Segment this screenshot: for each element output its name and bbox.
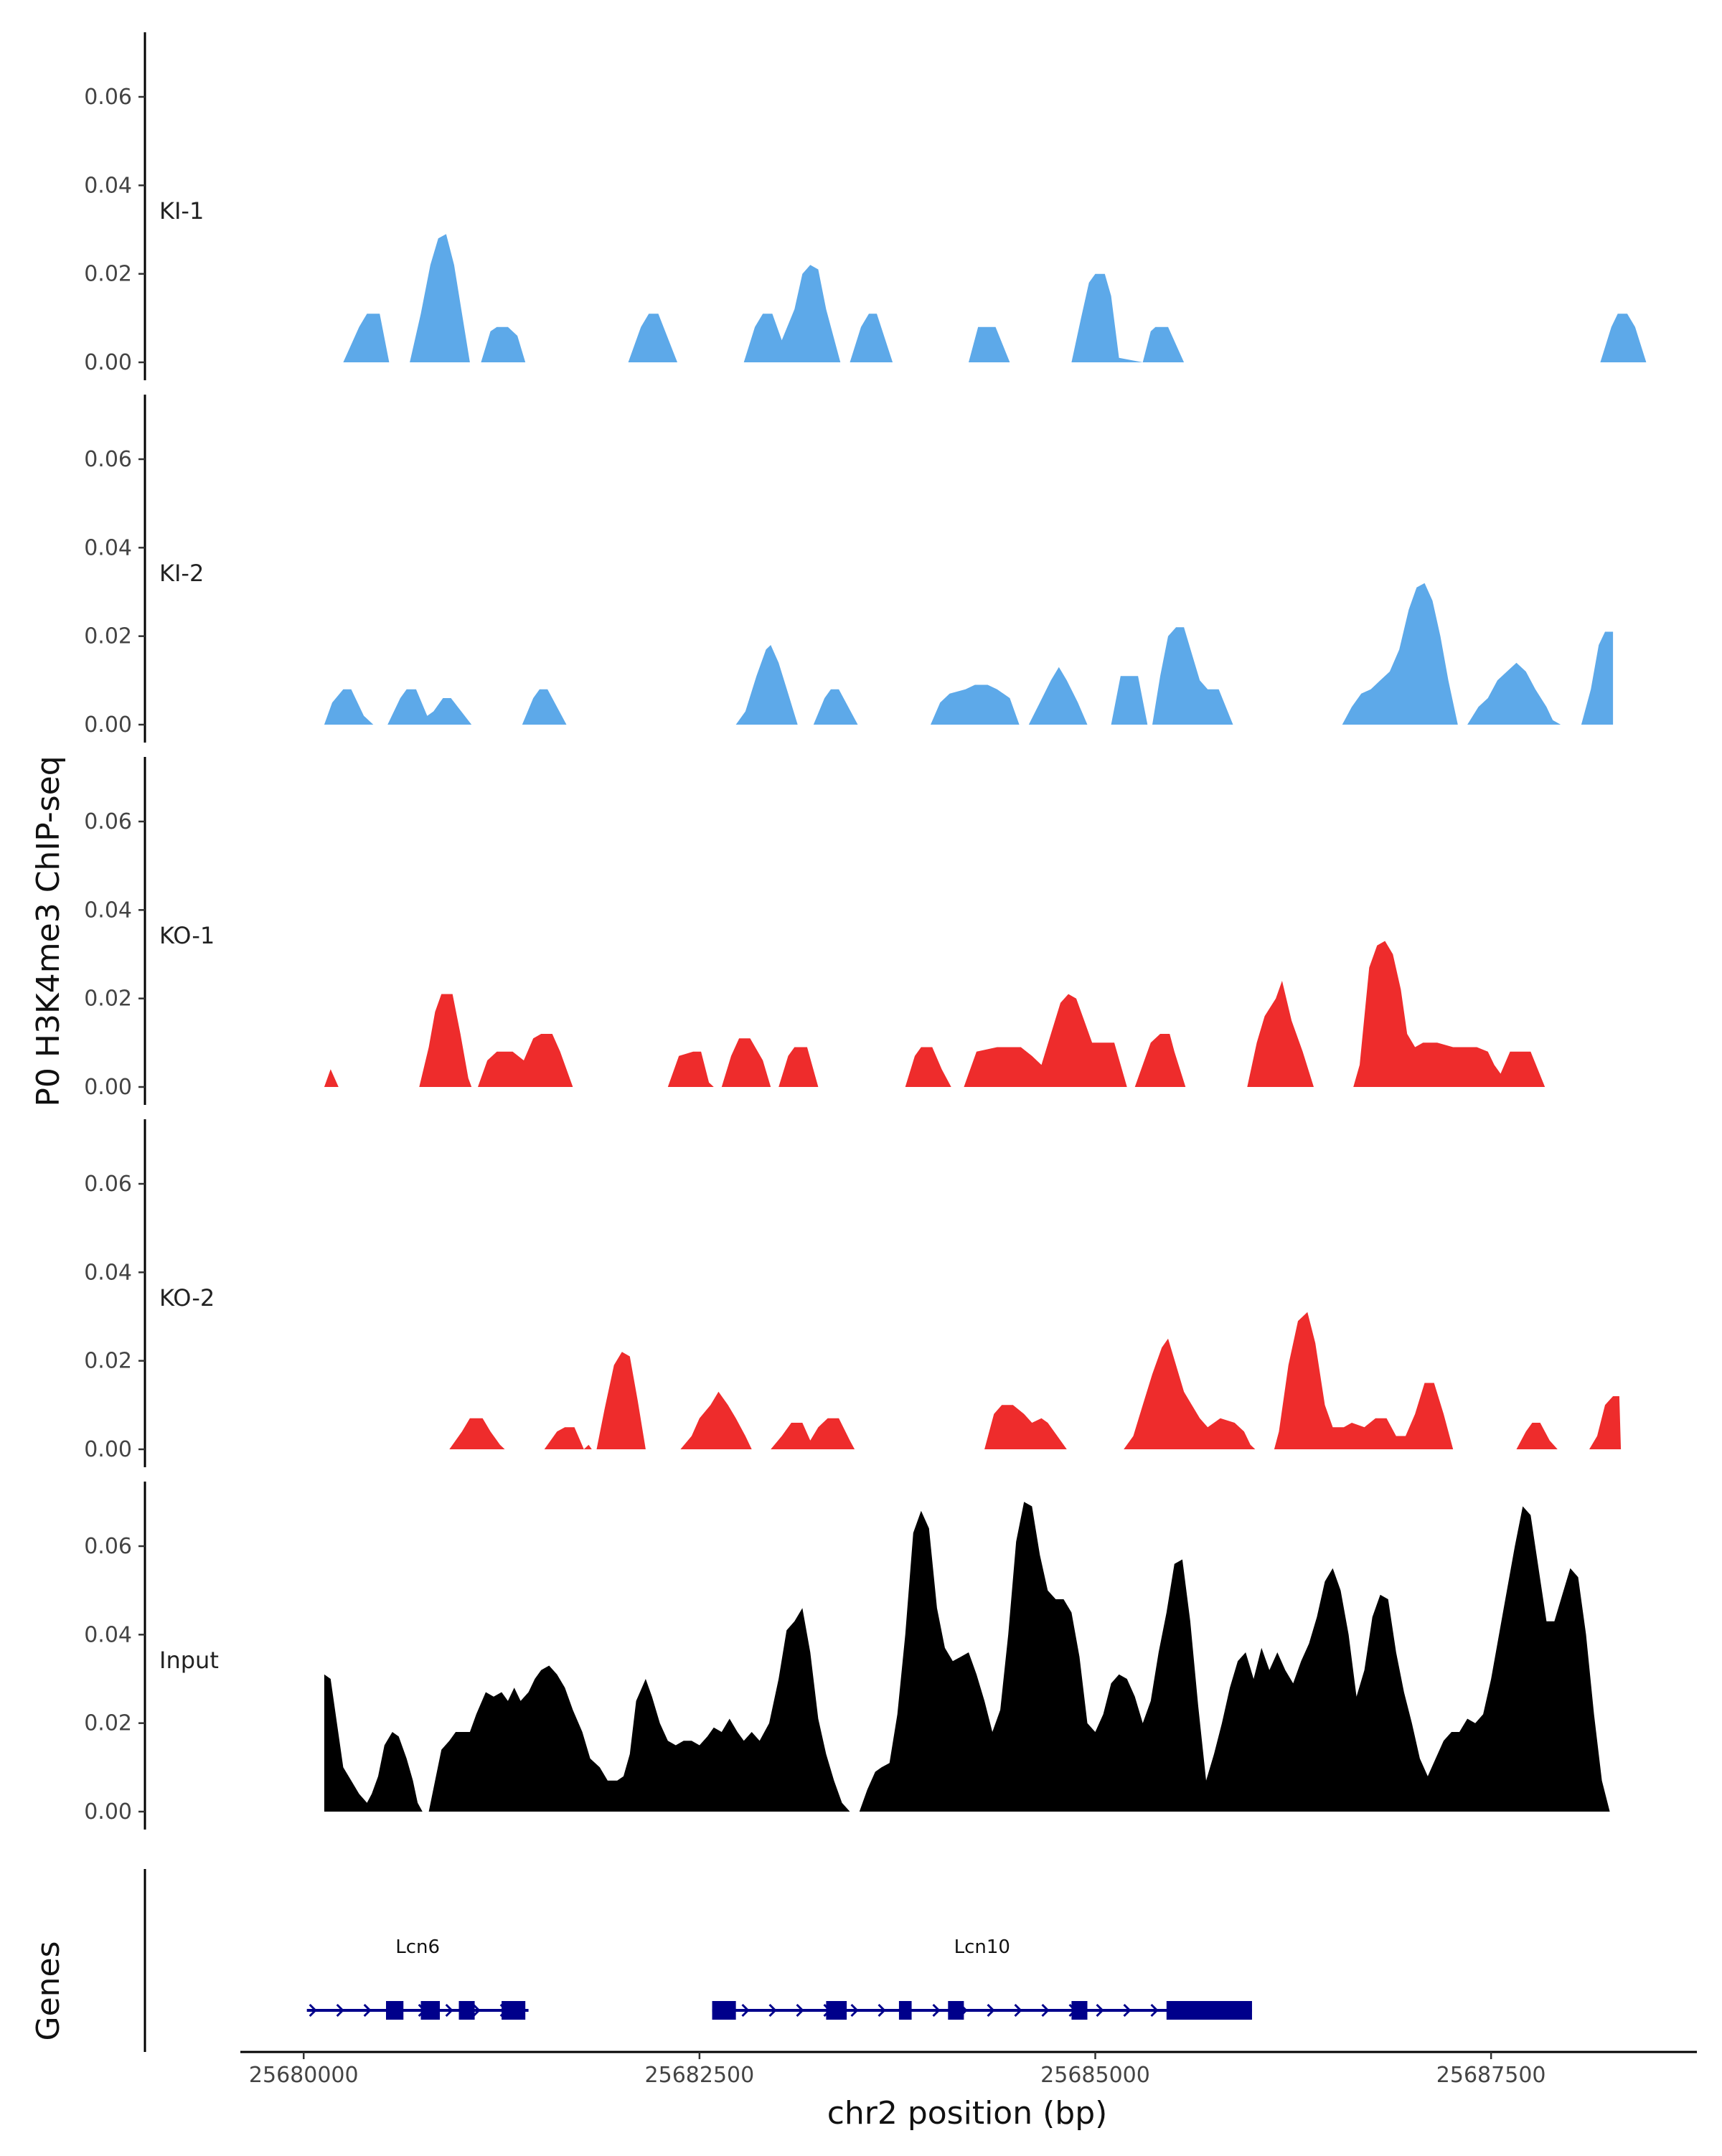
strand-arrow (741, 2003, 750, 2018)
track-label: KI-1 (159, 197, 204, 225)
x-tick-label: 25680000 (249, 2063, 359, 2088)
y-tick-label: 0.06 (84, 85, 132, 110)
y-tick-label: 0.06 (84, 447, 132, 472)
exon-block (420, 2001, 441, 2020)
exon-block (1071, 2001, 1088, 2020)
y-axis-title: P0 H3K4me3 ChIP-seq (30, 755, 67, 1106)
y-tick-label: 0.06 (84, 1172, 132, 1197)
genes-axis-title: Genes (30, 1941, 67, 2040)
exon-block (898, 2001, 912, 2020)
track-input: 0.00 0.02 0.04 0.06 Input (84, 1482, 1617, 1830)
y-tick-label: 0.00 (84, 350, 132, 375)
strand-arrow (1041, 2003, 1050, 2018)
exon-block (712, 2001, 736, 2020)
y-tick-label: 0.00 (84, 1437, 132, 1462)
y-tick-label: 0.00 (84, 712, 132, 738)
strand-arrow (987, 2003, 995, 2018)
track-label: Input (159, 1647, 219, 1674)
y-tick-label: 0.06 (84, 809, 132, 834)
track-label: KO-2 (159, 1284, 215, 1312)
track-ki-1: 0.00 0.02 0.04 0.06 KI-1 (84, 32, 1647, 380)
x-tick-label: 25685000 (1040, 2063, 1150, 2088)
strand-arrow (445, 2003, 453, 2018)
y-tick-label: 0.04 (84, 1260, 132, 1285)
y-tick-label: 0.04 (84, 1622, 132, 1647)
gene-label: Lcn10 (954, 1936, 1010, 1958)
strand-arrow (1096, 2003, 1104, 2018)
track-ko-2: 0.00 0.02 0.04 0.06 KO-2 (84, 1119, 1622, 1467)
track-ko-1: 0.00 0.02 0.04 0.06 KO-1 (84, 757, 1545, 1105)
y-tick-label: 0.04 (84, 898, 132, 923)
signal-area (324, 941, 1545, 1087)
y-tick-label: 0.02 (84, 987, 132, 1012)
y-tick-label: 0.02 (84, 1349, 132, 1374)
strand-arrow (1014, 2003, 1022, 2018)
signal-area (324, 583, 1614, 725)
strand-arrow (1123, 2003, 1131, 2018)
track-label: KO-1 (159, 922, 215, 949)
x-tick-label: 25682500 (645, 2063, 755, 2088)
exon-block (502, 2001, 526, 2020)
signal-area (324, 1502, 1617, 1812)
exon-block (386, 2001, 404, 2020)
gene-lcn6: Lcn6 (306, 1936, 529, 2020)
strand-arrow (363, 2003, 372, 2018)
strand-arrow (768, 2003, 777, 2018)
x-axis: 25680000 25682500 25685000 25687500 (240, 2051, 1697, 2088)
exon-block (1166, 2001, 1252, 2020)
tracks-layer: 0.00 0.02 0.04 0.06 KI-1 0.00 0.02 0.04 0.06 KI-2… (84, 32, 1647, 1830)
gene-label: Lcn6 (395, 1936, 440, 1958)
genes-layer: Lcn6 Lcn10 (144, 1869, 1252, 2052)
gene-lcn10: Lcn10 (712, 1936, 1252, 2020)
strand-arrow (1150, 2003, 1159, 2018)
y-tick-label: 0.02 (84, 624, 132, 649)
exon-block (826, 2001, 847, 2020)
x-axis-title: chr2 position (bp) (827, 2095, 1108, 2132)
exon-block (458, 2001, 475, 2020)
y-tick-label: 0.02 (84, 1711, 132, 1736)
track-label: KI-2 (159, 560, 204, 587)
y-tick-label: 0.04 (84, 173, 132, 198)
strand-arrow (932, 2003, 941, 2018)
strand-arrow (472, 2003, 481, 2018)
y-tick-label: 0.00 (84, 1075, 132, 1100)
strand-arrow (309, 2003, 317, 2018)
exon-block (948, 2001, 964, 2020)
y-tick-label: 0.04 (84, 535, 132, 560)
strand-arrow (878, 2003, 886, 2018)
strand-arrow (336, 2003, 344, 2018)
y-tick-label: 0.02 (84, 262, 132, 287)
y-tick-label: 0.06 (84, 1534, 132, 1559)
track-ki-2: 0.00 0.02 0.04 0.06 KI-2 (84, 395, 1614, 743)
strand-arrow (796, 2003, 804, 2018)
x-tick-label: 25687500 (1436, 2063, 1546, 2088)
strand-arrow (850, 2003, 859, 2018)
signal-area (343, 234, 1647, 362)
y-tick-label: 0.00 (84, 1799, 132, 1825)
signal-area (449, 1312, 1622, 1449)
